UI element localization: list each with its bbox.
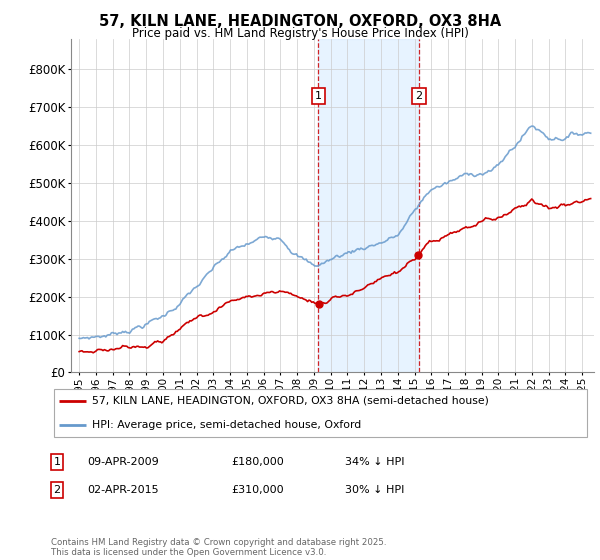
Text: Price paid vs. HM Land Registry's House Price Index (HPI): Price paid vs. HM Land Registry's House …	[131, 27, 469, 40]
Text: 1: 1	[315, 91, 322, 101]
Bar	[319, 39, 419, 372]
Text: 2: 2	[415, 91, 422, 101]
Text: 34% ↓ HPI: 34% ↓ HPI	[345, 457, 404, 467]
Text: 1: 1	[53, 457, 61, 467]
Text: 2: 2	[53, 485, 61, 495]
FancyBboxPatch shape	[54, 389, 587, 437]
Text: £310,000: £310,000	[231, 485, 284, 495]
Text: £180,000: £180,000	[231, 457, 284, 467]
Text: HPI: Average price, semi-detached house, Oxford: HPI: Average price, semi-detached house,…	[91, 420, 361, 430]
Text: Contains HM Land Registry data © Crown copyright and database right 2025.
This d: Contains HM Land Registry data © Crown c…	[51, 538, 386, 557]
Text: 02-APR-2015: 02-APR-2015	[87, 485, 158, 495]
Text: 57, KILN LANE, HEADINGTON, OXFORD, OX3 8HA: 57, KILN LANE, HEADINGTON, OXFORD, OX3 8…	[99, 14, 501, 29]
Text: 09-APR-2009: 09-APR-2009	[87, 457, 159, 467]
Text: 30% ↓ HPI: 30% ↓ HPI	[345, 485, 404, 495]
Text: 57, KILN LANE, HEADINGTON, OXFORD, OX3 8HA (semi-detached house): 57, KILN LANE, HEADINGTON, OXFORD, OX3 8…	[91, 396, 488, 406]
